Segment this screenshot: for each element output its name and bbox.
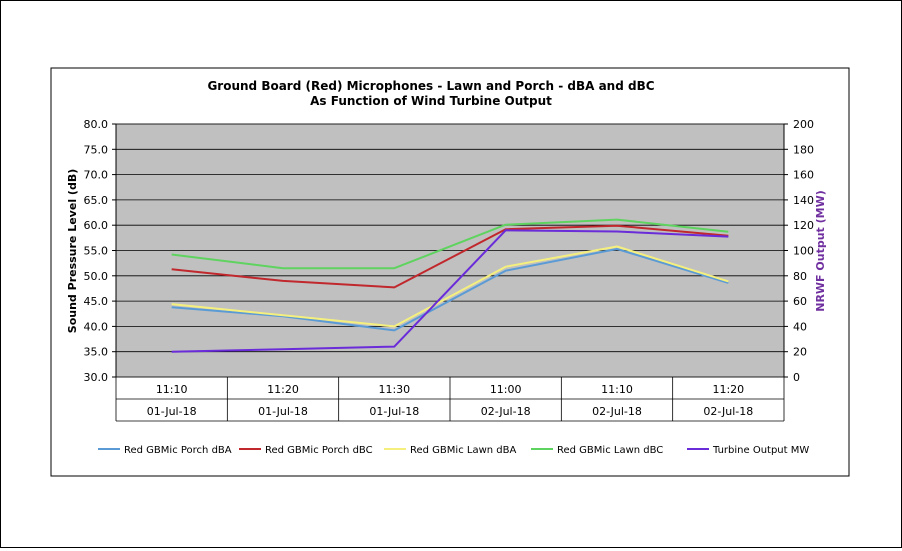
x-tick-label-time: 11:20: [267, 383, 299, 396]
y2-tick-label: 200: [793, 118, 814, 131]
y2-tick-label: 180: [793, 143, 814, 156]
y2-tick-label: 140: [793, 194, 814, 207]
series-line-4: [171, 218, 729, 270]
y-axis-title: Sound Pressure Level (dB): [66, 169, 79, 333]
x-tick-label-date: 02-Jul-18: [703, 405, 753, 418]
y-tick-label: 55.0: [84, 245, 109, 258]
legend-label: Red GBMic Porch dBC: [265, 445, 373, 456]
y2-tick-label: 40: [793, 320, 807, 333]
legend-label: Red GBMic Lawn dBA: [410, 445, 516, 456]
y2-axis-title: NRWF Output (MW): [814, 190, 827, 312]
x-tick-label-date: 02-Jul-18: [481, 405, 531, 418]
x-tick-label-time: 11:10: [601, 383, 633, 396]
y-tick-label: 30.0: [84, 371, 109, 384]
legend: Red GBMic Porch dBA Red GBMic Porch dBC Re…: [98, 445, 809, 456]
y-tick-label: 80.0: [84, 118, 109, 131]
category-table: [115, 377, 785, 422]
x-tick-label-date: 01-Jul-18: [369, 405, 419, 418]
legend-label: Red GBMic Lawn dBC: [557, 445, 663, 456]
y-tick-label: 40.0: [84, 320, 109, 333]
x-tick-label-date: 01-Jul-18: [147, 405, 197, 418]
y-tick-label: 70.0: [84, 169, 109, 182]
x-tick-label-date: 01-Jul-18: [258, 405, 308, 418]
series-line-1: [171, 248, 729, 332]
y2-tick-label: 160: [793, 169, 814, 182]
legend-label: Red GBMic Porch dBA: [124, 445, 232, 456]
y-tick-label: 50.0: [84, 270, 109, 283]
series-line-2: [171, 224, 729, 289]
y-tick-label: 60.0: [84, 219, 109, 232]
category-labels: 11:10 01-Jul-18 11:20 01-Jul-18 11:30 01-Jul-…: [147, 383, 753, 418]
y-tick-label: 45.0: [84, 295, 109, 308]
series-line-3: [171, 245, 729, 328]
x-tick-label-date: 02-Jul-18: [592, 405, 642, 418]
legend-label: Turbine Output MW: [712, 445, 809, 456]
y2-tick-label: 60: [793, 295, 807, 308]
series-lines: [171, 218, 729, 353]
y2-tick-label: 120: [793, 219, 814, 232]
y-axis-left: 80.0 75.0 70.0 65.0 60.0 55.0 50.0 45.0 40.0 35.0…: [84, 118, 117, 384]
y2-tick-label: 20: [793, 346, 807, 359]
x-tick-label-time: 11:10: [156, 383, 188, 396]
y2-tick-label: 0: [793, 371, 800, 384]
y-tick-label: 65.0: [84, 194, 109, 207]
x-tick-label-time: 11:00: [490, 383, 522, 396]
x-tick-label-time: 11:20: [712, 383, 744, 396]
x-tick-label-time: 11:30: [378, 383, 410, 396]
series-line-5: [171, 229, 729, 353]
y2-tick-label: 100: [793, 245, 814, 258]
chart-subtitle: As Function of Wind Turbine Output: [310, 94, 552, 108]
y2-tick-label: 80: [793, 270, 807, 283]
chart-title: Ground Board (Red) Microphones - Lawn an…: [207, 79, 654, 93]
y-tick-label: 75.0: [84, 143, 109, 156]
y-tick-label: 35.0: [84, 346, 109, 359]
